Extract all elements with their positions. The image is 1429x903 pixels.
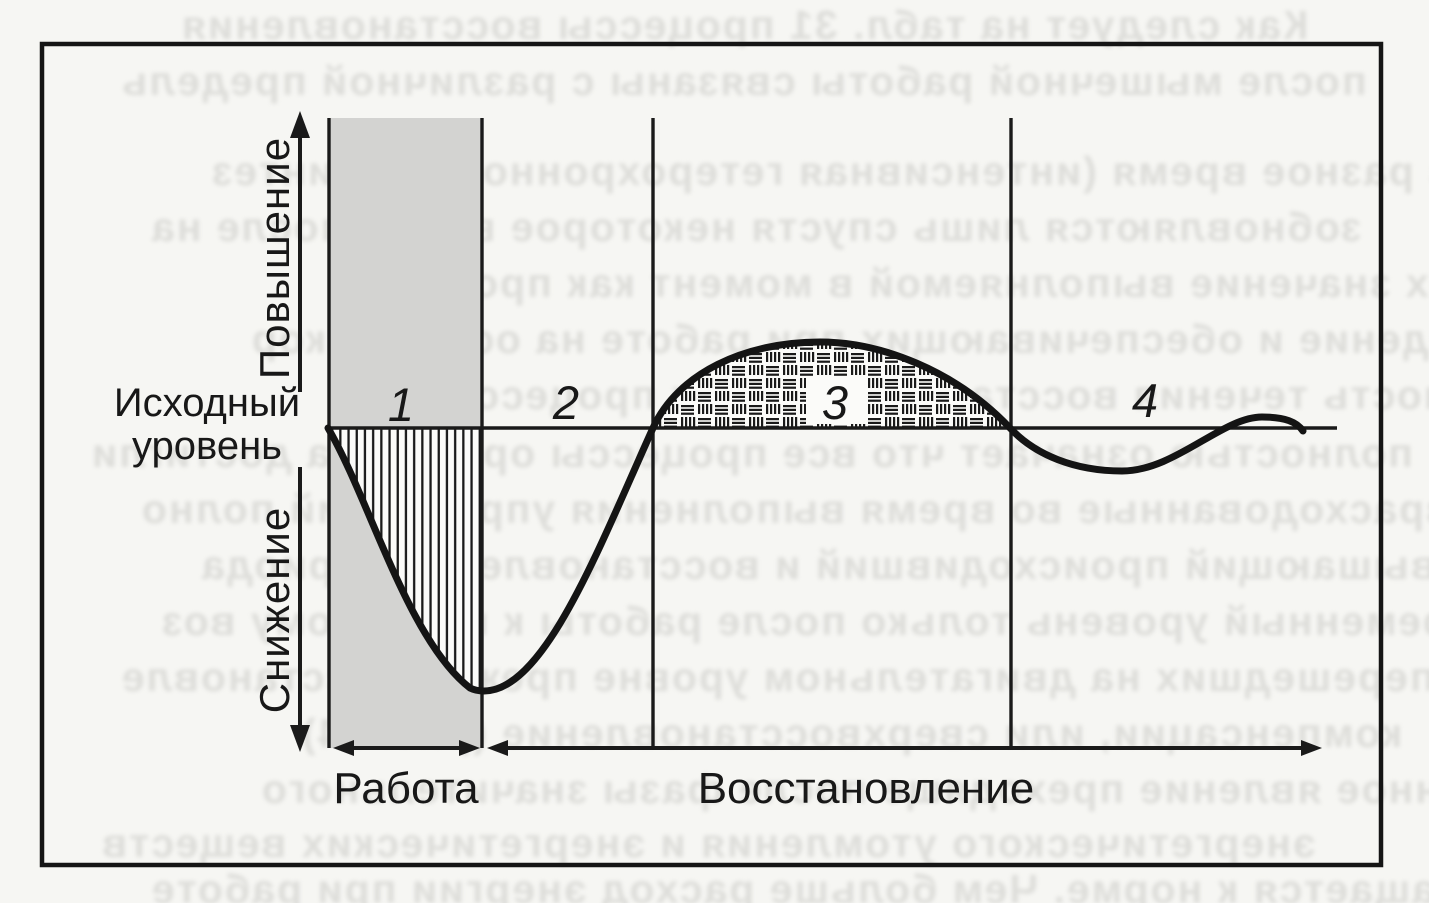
baseline-label: Исходный уровень — [67, 382, 347, 468]
performance-curve — [324, 338, 1307, 695]
decrease-arrow — [290, 467, 310, 752]
work-phase-arrow — [333, 740, 480, 756]
arrow-left-icon — [487, 740, 508, 756]
recovery-phase-label: Восстановление — [697, 764, 1035, 813]
work-deficit-hatch-area — [328, 428, 484, 691]
phase-number-1: 1 — [387, 378, 415, 431]
arrow-right-icon — [459, 740, 480, 756]
y-axis-increase-label: Повышение — [251, 136, 298, 380]
arrow-down-icon — [290, 725, 310, 752]
arrow-right-icon — [1301, 740, 1322, 756]
increase-arrow — [290, 111, 310, 392]
recovery-phase-arrow — [487, 740, 1322, 756]
y-axis-decrease-label: Снижение — [251, 506, 298, 714]
phase-number-3: 3 — [821, 376, 849, 429]
phase-number-2: 2 — [552, 376, 580, 429]
baseline-label-line1: Исходный — [113, 381, 301, 425]
phase-3-label-clearing — [806, 376, 866, 424]
work-phase-label: Работа — [333, 764, 479, 813]
figure-border — [39, 41, 1384, 868]
baseline-label-line2: уровень — [131, 424, 283, 468]
arrow-up-icon — [290, 111, 310, 138]
phase-number-4: 4 — [1131, 374, 1159, 427]
arrow-left-icon — [333, 740, 354, 756]
